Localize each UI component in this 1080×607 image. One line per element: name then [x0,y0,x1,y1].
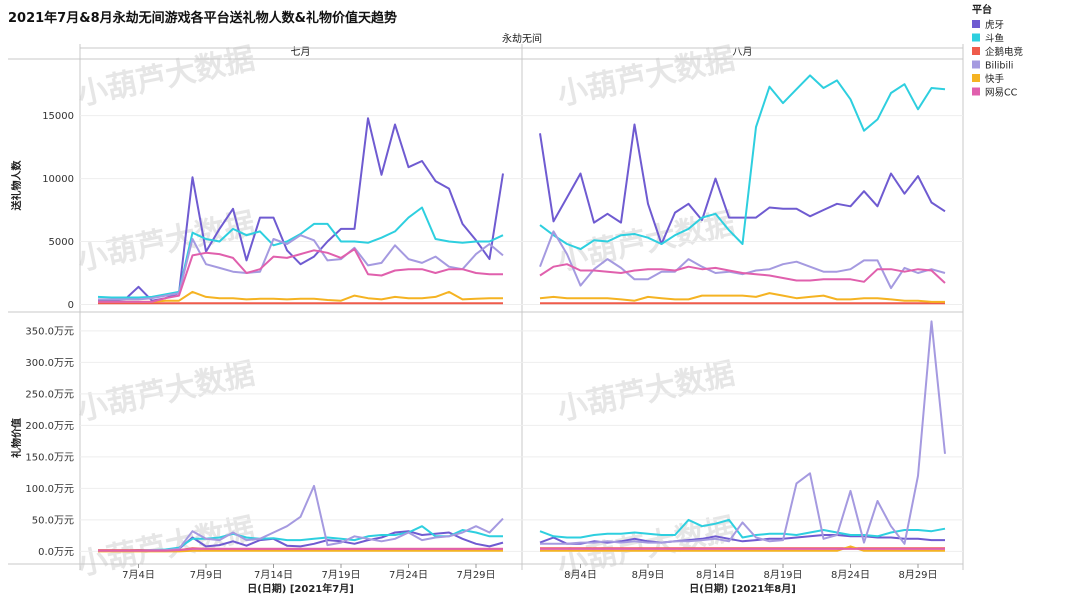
month-header-1: 八月 [733,46,753,58]
series-line-1-0-网易CC [98,547,503,552]
y-tick-label: 200.0万元 [25,421,74,432]
y-tick-label: 350.0万元 [25,326,74,337]
watermark: 小葫芦大数据 [74,511,257,583]
series-line-1-1-Bilibili [540,320,946,545]
x-tick-label: 8月4日 [564,569,597,581]
series-line-0-1-虎牙 [539,123,946,245]
series-line-0-0-虎牙 [98,117,504,302]
x-tick-label: 8月19日 [763,569,802,581]
y-tick-label: 100.0万元 [25,484,74,495]
x-tick-label: 7月24日 [389,569,428,581]
legend-swatch [972,87,980,96]
x-tick-label: 8月9日 [632,569,665,581]
legend-swatch [972,47,980,55]
series-line-0-1-斗鱼 [539,74,946,251]
x-tick-label: 7月9日 [190,569,223,581]
watermark: 小葫芦大数据 [554,41,737,113]
y-tick-label: 10000 [42,174,74,185]
legend-item: 企鹅电竞 [985,46,1024,58]
legend-item: 斗鱼 [985,33,1004,45]
series-line-0-1-网易CC [539,263,946,284]
y-tick-label: 300.0万元 [25,358,74,369]
x-tick-label: 8月24日 [831,569,870,581]
series-line-1-1-斗鱼 [539,518,946,539]
x-tick-label: 7月29日 [456,569,495,581]
y-axis-label: 送礼物人数 [10,160,23,212]
x-tick-label: 7月14日 [254,569,293,581]
x-tick-label: 8月29日 [898,569,937,581]
game-header: 永劫无间 [502,32,542,45]
watermark: 小葫芦大数据 [554,356,737,428]
y-tick-label: 150.0万元 [25,452,74,463]
series-line-0-1-快手 [539,292,945,303]
legend-swatch [972,33,980,42]
y-tick-label: 15000 [42,111,74,122]
series-line-0-0-斗鱼 [97,206,504,299]
legend-item: 网易CC [985,88,1018,99]
x-tick-label: 7月19日 [321,569,360,581]
y-tick-label: 0 [68,300,74,311]
y-tick-label: 250.0万元 [25,389,74,400]
x-axis-label-0: 日(日期) [2021年7月] [247,582,354,595]
series-line-0-1-Bilibili [539,230,946,290]
series-line-1-1-快手 [540,545,945,552]
x-axis-label-1: 日(日期) [2021年8月] [689,582,796,595]
legend-item: 虎牙 [985,19,1004,31]
legend-swatch [972,60,980,69]
series-line-0-0-Bilibili [98,234,504,301]
legend-title: 平台 [972,3,992,16]
month-header-0: 七月 [291,46,311,58]
watermark: 小葫芦大数据 [74,41,257,113]
chart-title: 2021年7月&8月永劫无间游戏各平台送礼物人数&礼物价值天趋势 [8,10,397,26]
y-tick-label: 5000 [49,237,74,248]
series-line-0-0-快手 [98,290,503,303]
legend-swatch [972,74,980,82]
y-axis-label: 礼物价值 [10,418,23,458]
series-line-1-1-虎牙 [539,534,945,545]
x-tick-label: 7月4日 [122,569,155,581]
legend-item: Bilibili [985,61,1013,72]
y-tick-label: 50.0万元 [32,515,74,526]
series-line-0-0-网易CC [98,248,503,303]
legend-swatch [972,20,980,28]
watermark: 小葫芦大数据 [74,356,257,428]
x-tick-label: 8月14日 [696,569,735,581]
y-tick-label: 0.0万元 [38,547,74,558]
legend-item: 快手 [985,73,1005,85]
